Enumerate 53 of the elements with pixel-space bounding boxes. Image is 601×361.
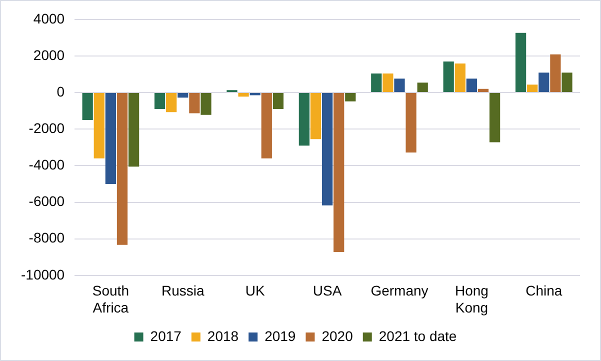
bar bbox=[454, 63, 466, 92]
bar bbox=[515, 32, 526, 92]
x-tick-label: Hong Kong bbox=[454, 282, 488, 316]
bar bbox=[238, 93, 249, 97]
bar bbox=[94, 93, 104, 158]
legend-label: 2020 bbox=[322, 328, 354, 344]
bar bbox=[550, 54, 561, 92]
bar bbox=[322, 93, 333, 206]
bar bbox=[334, 93, 344, 252]
bar bbox=[128, 93, 140, 167]
y-tick-label: -4000 bbox=[28, 156, 65, 173]
y-tick-label: -2000 bbox=[28, 120, 65, 136]
legend-label: 2018 bbox=[207, 328, 239, 344]
x-tick-label: South Africa bbox=[92, 282, 129, 316]
y-tick-label: -10000 bbox=[21, 266, 65, 282]
bar bbox=[382, 74, 394, 92]
y-tick-label: -8000 bbox=[28, 230, 65, 246]
x-tick-label: Russia bbox=[161, 282, 205, 299]
bar bbox=[527, 84, 538, 92]
bar bbox=[154, 93, 166, 109]
bar bbox=[105, 93, 116, 184]
bar bbox=[417, 82, 428, 92]
bar bbox=[298, 93, 310, 146]
bar bbox=[562, 72, 572, 92]
bar bbox=[200, 93, 212, 115]
x-tick-label: UK bbox=[245, 282, 266, 299]
bar bbox=[406, 93, 416, 153]
legend-label: 2019 bbox=[264, 328, 296, 344]
bar bbox=[166, 93, 177, 112]
bar bbox=[272, 93, 284, 109]
bar bbox=[116, 93, 128, 245]
x-tick-label: USA bbox=[312, 282, 342, 299]
bar bbox=[538, 72, 550, 92]
bar bbox=[371, 74, 382, 92]
bar bbox=[310, 93, 322, 140]
legend-label: 2021 to date bbox=[378, 328, 457, 344]
bar bbox=[178, 93, 188, 98]
bar bbox=[261, 93, 272, 158]
y-tick-label: 2000 bbox=[33, 46, 65, 63]
x-tick-label: Germany bbox=[370, 282, 428, 299]
y-tick-label: 4000 bbox=[33, 10, 65, 26]
bar bbox=[345, 93, 356, 102]
bar bbox=[443, 61, 454, 92]
bar bbox=[189, 93, 200, 114]
bar bbox=[478, 88, 489, 92]
bar bbox=[82, 93, 93, 120]
bar bbox=[466, 78, 478, 92]
y-tick-label: 0 bbox=[56, 83, 65, 100]
legend-label: 2017 bbox=[150, 328, 182, 344]
x-tick-label: China bbox=[526, 282, 562, 299]
y-tick-label: -6000 bbox=[28, 193, 65, 210]
bar bbox=[394, 78, 405, 92]
bar bbox=[489, 93, 500, 142]
